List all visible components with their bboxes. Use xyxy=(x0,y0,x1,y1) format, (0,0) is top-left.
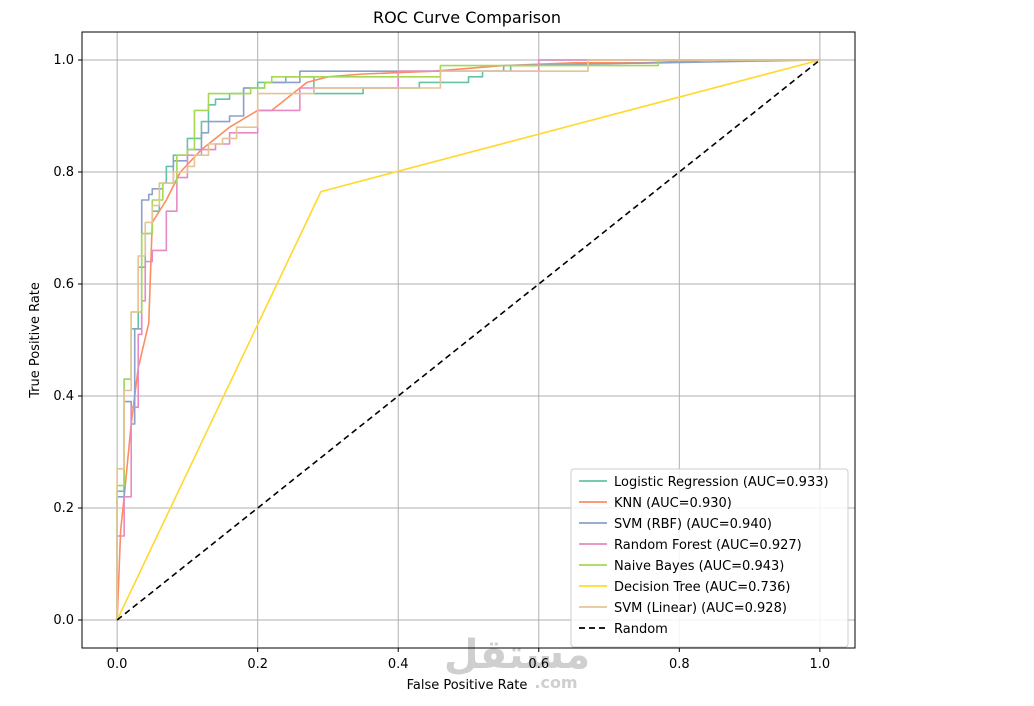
y-tick-label: 1.0 xyxy=(53,53,74,68)
x-axis-label: False Positive Rate xyxy=(407,678,528,693)
x-tick-label: 0.6 xyxy=(528,657,549,672)
legend-label-6: SVM (Linear) (AUC=0.928) xyxy=(614,601,787,616)
legend-label-5: Decision Tree (AUC=0.736) xyxy=(614,580,790,595)
series-line-5 xyxy=(116,59,821,621)
y-axis-label: True Positive Rate xyxy=(28,282,43,399)
x-tick-label: 0.2 xyxy=(247,657,268,672)
legend-label-7: Random xyxy=(614,622,668,637)
watermark-sub: .com xyxy=(534,673,577,692)
x-tick-label: 1.0 xyxy=(810,657,831,672)
legend-label-2: SVM (RBF) (AUC=0.940) xyxy=(614,517,772,532)
plot-frame xyxy=(81,31,856,649)
watermark-text: مستقل xyxy=(444,632,590,678)
legend-label-4: Naive Bayes (AUC=0.943) xyxy=(614,559,784,574)
chart-title: ROC Curve Comparison xyxy=(373,8,561,27)
x-tick-label: 0.4 xyxy=(388,657,409,672)
series-lines xyxy=(116,59,821,621)
y-tick-label: 0.0 xyxy=(53,613,74,628)
legend-box xyxy=(570,468,849,648)
axis-ticks: 0.0 0.2 0.4 0.6 0.8 1.0 0.0 0.2 0.4 0.6 0.8 1.0 xyxy=(53,53,830,672)
y-tick-label: 0.2 xyxy=(53,501,74,516)
y-tick-label: 0.4 xyxy=(53,389,74,404)
legend-label-0: Logistic Regression (AUC=0.933) xyxy=(614,475,829,490)
x-tick-label: 0.8 xyxy=(669,657,690,672)
y-tick-label: 0.8 xyxy=(53,165,74,180)
series-line-3 xyxy=(116,59,820,620)
legend-label-3: Random Forest (AUC=0.927) xyxy=(614,538,802,553)
y-tick-label: 0.6 xyxy=(53,277,74,292)
legend-label-1: KNN (AUC=0.930) xyxy=(614,496,732,511)
grid xyxy=(82,32,855,648)
series-line-6 xyxy=(116,59,820,620)
x-tick-label: 0.0 xyxy=(107,657,128,672)
watermark: مستقل .com xyxy=(444,632,590,692)
legend: Logistic Regression (AUC=0.933) KNN (AUC=… xyxy=(570,468,849,648)
